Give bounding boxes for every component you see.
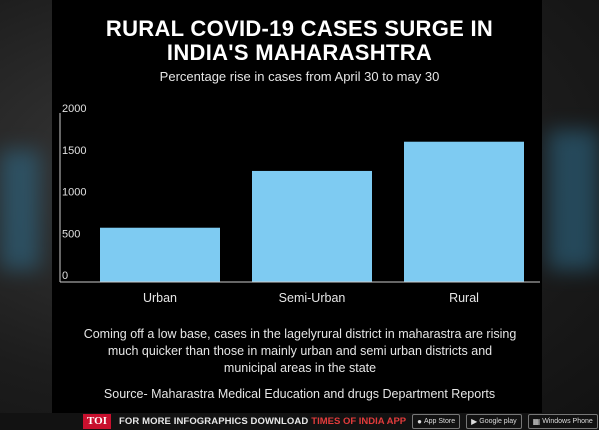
chart-subtitle: Percentage rise in cases from April 30 t… bbox=[159, 69, 440, 84]
bar-urban bbox=[100, 227, 220, 282]
play-icon: ▶ bbox=[471, 417, 478, 426]
app-store-badge[interactable]: ● App Store bbox=[412, 414, 461, 429]
chart-title-line-1: RURAL COVID-19 CASES SURGE IN bbox=[105, 16, 494, 41]
y-tick-label-1000: 1000 bbox=[62, 187, 86, 199]
y-tick-label-500: 500 bbox=[62, 228, 80, 240]
footer-banner: TOI FOR MORE INFOGRAPHICS DOWNLOAD TIMES… bbox=[0, 413, 599, 430]
chart-note: Coming off a low base, cases in the lage… bbox=[83, 327, 517, 375]
bar-semi-urban bbox=[252, 170, 372, 282]
windows-phone-badge[interactable]: ▦ Windows Phone bbox=[527, 414, 598, 429]
windows-phone-label: Windows Phone bbox=[542, 418, 593, 425]
y-tick-label-2000: 2000 bbox=[62, 103, 86, 115]
google-play-badge[interactable]: ▶ Google play bbox=[466, 414, 522, 429]
toi-logo: TOI bbox=[83, 414, 111, 429]
windows-icon: ▦ bbox=[532, 417, 541, 426]
google-play-label: Google play bbox=[479, 418, 517, 425]
footer-text: FOR MORE INFOGRAPHICS DOWNLOAD bbox=[118, 416, 309, 427]
x-category-label-urban: Urban bbox=[143, 291, 177, 305]
x-category-label-semi-urban: Semi-Urban bbox=[279, 291, 346, 305]
y-tick-label-0: 0 bbox=[62, 270, 68, 282]
chart-source: Source- Maharastra Medical Education and… bbox=[103, 387, 496, 401]
apple-icon: ● bbox=[417, 417, 422, 426]
footer-brand: TIMES OF INDIA APP bbox=[311, 416, 407, 427]
y-tick-label-1500: 1500 bbox=[62, 145, 86, 157]
bar-rural bbox=[404, 141, 524, 282]
x-category-label-rural: Rural bbox=[449, 291, 479, 305]
chart-title-line-2: INDIA'S MAHARASHTRA bbox=[166, 40, 433, 65]
app-store-label: App Store bbox=[423, 418, 456, 425]
